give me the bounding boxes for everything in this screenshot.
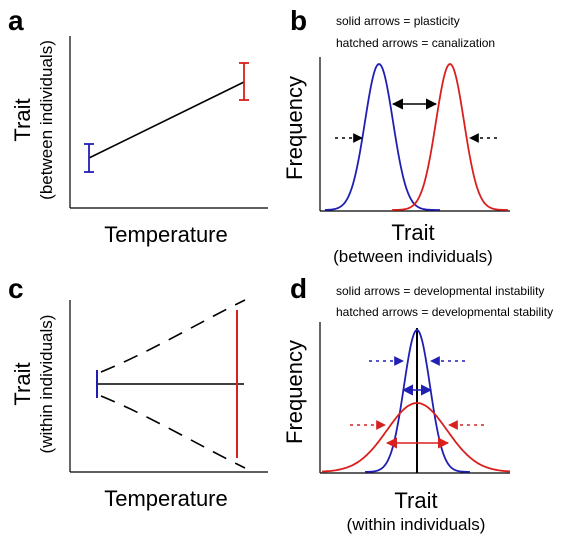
y-axis-label: Frequency: [282, 340, 307, 444]
panel-letter-b: b: [290, 5, 307, 36]
x-axis-label: Temperature: [104, 486, 228, 511]
upper-envelope: [100, 299, 246, 373]
legend-solid: solid arrows = developmental instability: [336, 284, 544, 298]
legend-solid: solid arrows = plasticity: [336, 14, 460, 28]
legend-hatched: hatched arrows = developmental stability: [336, 305, 553, 319]
panel-b: b solid arrows = plasticity hatched arro…: [282, 5, 510, 266]
y-axis-label: Trait: [10, 98, 35, 141]
y-axis-sublabel: (between individuals): [37, 40, 56, 200]
panel-d: d solid arrows = developmental instabili…: [282, 273, 553, 534]
x-axis-sublabel: (within individuals): [347, 515, 486, 534]
panel-letter-a: a: [8, 5, 24, 36]
x-axis-sublabel: (between individuals): [333, 247, 493, 266]
high-temperature-distribution: [322, 402, 510, 473]
y-axis-sublabel: (within individuals): [37, 315, 56, 454]
x-axis-label: Temperature: [104, 222, 228, 247]
low-temperature-error-bar: [84, 143, 94, 173]
panel-letter-c: c: [8, 273, 24, 304]
panel-a: a Trait (between individuals) Temperatur…: [8, 5, 268, 247]
lower-envelope: [100, 395, 246, 469]
high-temperature-error-bar: [239, 62, 249, 101]
low-temperature-distribution: [325, 63, 440, 211]
reaction-norm-line: [88, 81, 245, 159]
x-axis-label: Trait: [391, 220, 434, 245]
x-axis-label: Trait: [394, 488, 437, 513]
low-temperature-distribution: [364, 329, 470, 473]
panel-letter-d: d: [290, 273, 307, 304]
y-axis-label: Frequency: [282, 76, 307, 180]
legend-hatched: hatched arrows = canalization: [336, 36, 495, 50]
panel-c: c Trait (within individuals) Temperature: [8, 273, 268, 511]
y-axis-label: Trait: [10, 362, 35, 405]
high-temperature-distribution: [392, 63, 508, 211]
